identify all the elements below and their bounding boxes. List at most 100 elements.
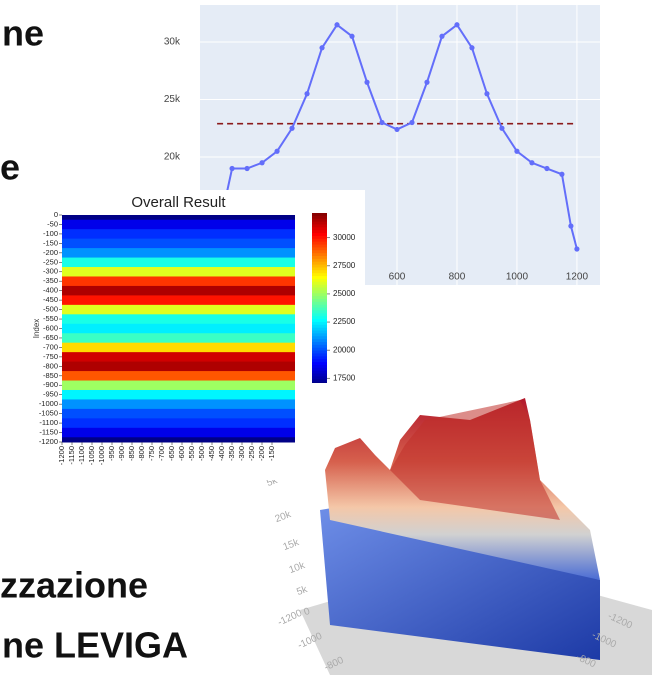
chart-title: Overall Result [131,194,226,211]
data-point [349,33,355,39]
data-point [304,91,310,97]
data-point [454,22,460,28]
heatmap-chart: Overall ResultIndex0-50-100-150-200-250-… [32,194,365,465]
y-tick-label: -900 [43,380,58,389]
heatmap-row [62,219,295,230]
colorbar-segment [312,299,327,303]
y-tick-label: -500 [43,305,58,314]
data-point [379,119,385,126]
colorbar-segment [312,373,327,377]
colorbar-segment [312,310,327,314]
y-tick-label: -600 [43,323,58,332]
colorbar-segment [312,213,327,217]
x-tick-label: -550 [187,446,196,461]
colorbar-segment [312,278,327,283]
x-tick-label: -500 [197,446,206,461]
heatmap-row [62,295,295,306]
x-tick-label: -250 [247,446,256,461]
data-point [544,165,550,172]
z-tick-label: 0 [303,606,312,618]
x-tick-label: -350 [227,446,236,461]
heatmap-row [62,285,295,296]
y-tick-label: 25k [164,94,181,105]
z-tick-label: 5k [295,584,310,598]
y-tick-label: -300 [43,267,58,276]
colorbar-segment [312,244,327,248]
heatmap-row [62,427,295,438]
x-tick-label: -900 [117,446,126,461]
colorbar-segment [312,264,327,268]
colorbar-segment [312,342,327,346]
y-tick-label: -400 [43,286,58,295]
y-tick-label: -550 [43,314,58,323]
colorbar-segment [312,356,327,360]
colorbar-segment [312,330,327,334]
y-tick-label: -100 [43,229,58,238]
heatmap-row [62,352,295,363]
heatmap-row [62,361,295,372]
colorbar-segment [312,241,327,246]
colorbar-segment [312,290,327,294]
heatmap-row [62,314,295,325]
colorbar-segment [312,256,327,260]
heatmap-row [62,333,295,344]
y-tick-label: -1100 [39,418,58,427]
x-tick-label: -1050 [87,446,96,465]
colorbar-segment [312,224,327,228]
colorbar-segment [312,235,327,240]
slide-text: zzazione [0,565,148,606]
x-tick-label: 1000 [506,272,529,283]
surface-base [320,505,600,660]
colorbar-segment [312,339,327,343]
x-tick-label: -200 [257,446,266,461]
colorbar-segment [312,313,327,317]
colorbar-segment [312,247,327,251]
colorbar-segment [312,367,327,372]
colorbar-segment [312,376,327,380]
colorbar-tick-label: 17500 [333,373,356,382]
y-tick-label: -1150 [39,428,58,437]
slide-text: ne LEVIGA [2,625,188,666]
y-tick-label: -1050 [39,409,58,418]
y-tick-label: -750 [43,352,58,361]
data-point [499,125,505,131]
colorbar-segment [312,258,327,263]
x-tick-label: -300 [237,446,246,461]
x-tick-label: -1150 [67,446,76,465]
colorbar-segment [312,250,327,254]
colorbar-tick-label: 20000 [333,345,356,354]
colorbar-segment [312,307,327,311]
colorbar-segment [312,304,327,309]
data-point [274,148,280,154]
x-tick-label: -800 [137,446,146,461]
heatmap-row [62,399,295,410]
colorbar-segment [312,233,327,237]
heatmap-row [62,276,295,287]
colorbar-segment [312,296,327,300]
data-point [409,119,415,126]
colorbar-segment [312,362,327,366]
colorbar-segment [312,336,327,340]
colorbar-segment [312,353,327,357]
y-tick-label: -1200 [39,437,58,446]
slide-text: e [0,147,20,188]
x-tick-label: -150 [267,446,276,461]
panel-mask [295,383,365,395]
colorbar-segment [312,276,327,280]
data-point [394,126,400,133]
data-point [469,45,475,51]
x-tick-label: -1000 [97,446,106,465]
colorbar-tick-label: 22500 [333,317,356,326]
colorbar-segment [312,327,327,332]
heatmap-row [62,267,295,277]
x-tick-label: -1100 [77,446,86,465]
colorbar-segment [312,215,327,220]
colorbar-segment [312,347,327,352]
series-line [216,23,578,250]
y-tick-label: -200 [43,248,58,257]
colorbar-segment [312,370,327,375]
colorbar-segment [312,227,327,231]
slide-text: ne [2,13,44,54]
colorbar-segment [312,270,327,274]
